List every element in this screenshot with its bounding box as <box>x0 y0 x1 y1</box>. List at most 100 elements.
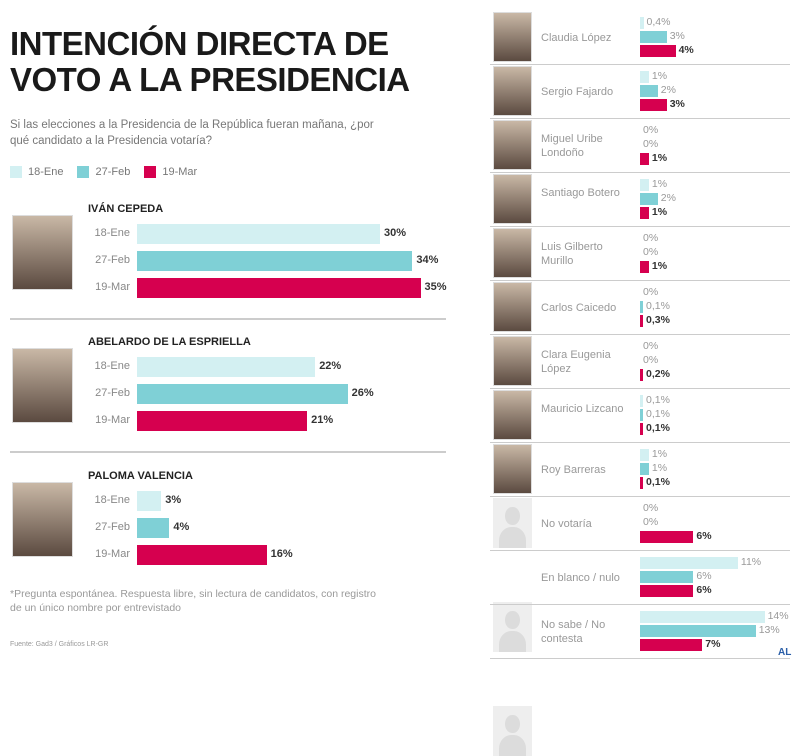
data-label: 0,1% <box>646 476 670 488</box>
data-label: 35% <box>424 281 447 293</box>
legend-label: 19-Mar <box>162 166 198 178</box>
bar <box>640 531 694 543</box>
data-label: 0,1% <box>646 408 670 420</box>
candidate-name: Luis Gilberto Murillo <box>541 241 603 267</box>
candidate-name: Mauricio Lizcano <box>541 403 624 415</box>
series-label: 27-Feb <box>95 254 130 266</box>
divider <box>490 550 790 551</box>
candidate-photo <box>12 215 73 290</box>
data-label: 1% <box>651 206 668 218</box>
bar <box>137 384 348 404</box>
bar <box>640 625 756 637</box>
divider <box>490 280 790 281</box>
data-label: 0,1% <box>646 300 670 312</box>
candidate-name: Carlos Caicedo <box>541 302 617 314</box>
series-label: 19-Mar <box>95 414 130 426</box>
legend-item: 19-Mar <box>144 166 197 178</box>
candidate-name: Miguel Uribe Londoño <box>541 133 603 159</box>
bar <box>640 395 643 407</box>
bar <box>640 45 676 57</box>
data-label: 34% <box>416 254 439 266</box>
series-label: 18-Ene <box>94 227 130 239</box>
data-label: 3% <box>165 494 182 506</box>
candidate-name: Santiago Botero <box>541 187 620 199</box>
data-label: 0,4% <box>646 16 671 28</box>
candidate-photo <box>493 444 532 494</box>
data-label: 3% <box>669 30 685 42</box>
bar <box>640 315 643 327</box>
bar <box>640 261 649 273</box>
bar <box>137 278 421 298</box>
divider <box>490 604 790 605</box>
bar <box>640 369 643 381</box>
data-label: 0,1% <box>646 394 670 406</box>
legend: 18-Ene 27-Feb 19-Mar <box>10 166 197 178</box>
series-label: 19-Mar <box>95 548 130 560</box>
series-label: 18-Ene <box>94 360 130 372</box>
divider <box>490 442 790 443</box>
bar <box>640 463 649 475</box>
data-label: 30% <box>384 227 407 239</box>
bar <box>640 193 658 205</box>
bar <box>640 179 649 191</box>
data-label: 2% <box>660 84 676 96</box>
divider <box>490 658 790 659</box>
source: Fuente: Gad3 / Gráficos LR-GR <box>10 641 109 648</box>
divider <box>490 172 790 173</box>
candidate-name: Claudia López <box>541 32 612 44</box>
divider <box>490 118 790 119</box>
data-label: 0% <box>643 232 659 244</box>
data-label: 3% <box>669 98 685 110</box>
divider <box>10 451 446 453</box>
data-label: 14% <box>767 610 789 622</box>
logo: AL <box>778 647 792 658</box>
candidate-photo <box>493 66 532 116</box>
data-label: 0% <box>643 286 659 298</box>
candidate-photo <box>493 120 532 170</box>
candidate-photo <box>12 348 73 423</box>
series-label: 27-Feb <box>95 387 130 399</box>
legend-swatch <box>77 166 90 178</box>
footnote: *Pregunta espontánea. Respuesta libre, s… <box>10 588 376 614</box>
bar <box>640 449 649 461</box>
data-label: 1% <box>651 70 668 82</box>
candidate-photo <box>493 174 532 224</box>
legend-swatch <box>144 166 157 178</box>
bar <box>640 99 667 111</box>
data-label: 11% <box>740 556 762 568</box>
legend-label: 18-Ene <box>28 166 64 178</box>
data-label: 6% <box>696 584 712 596</box>
legend-label: 27-Feb <box>95 166 131 178</box>
bar <box>137 251 413 271</box>
candidate-photo <box>493 390 532 440</box>
bar <box>137 224 380 244</box>
candidate-photo <box>493 336 532 386</box>
data-label: 0% <box>643 354 659 366</box>
data-label: 0% <box>643 340 659 352</box>
divider <box>490 334 790 335</box>
data-label: 13% <box>758 624 780 636</box>
data-label: 0% <box>643 516 659 528</box>
bar <box>640 153 649 165</box>
bar <box>640 611 765 623</box>
bar <box>640 85 658 97</box>
candidate-name: ABELARDO DE LA ESPRIELLA <box>88 336 251 348</box>
legend-item: 18-Ene <box>10 166 63 178</box>
series-label: 27-Feb <box>95 521 130 533</box>
data-label: 1% <box>651 462 668 474</box>
data-label: 22% <box>319 360 342 372</box>
placeholder-avatar <box>493 498 532 548</box>
candidate-photo <box>493 228 532 278</box>
divider <box>490 64 790 65</box>
legend-swatch <box>10 166 22 178</box>
bar <box>137 491 162 511</box>
bar <box>640 301 643 313</box>
bar <box>137 357 316 377</box>
data-label: 1% <box>651 448 668 460</box>
data-label: 21% <box>311 414 334 426</box>
data-label: 0% <box>643 246 659 258</box>
bar <box>640 31 667 43</box>
data-label: 6% <box>696 570 712 582</box>
data-label: 26% <box>351 387 374 399</box>
candidate-name: No votaría <box>541 518 592 530</box>
